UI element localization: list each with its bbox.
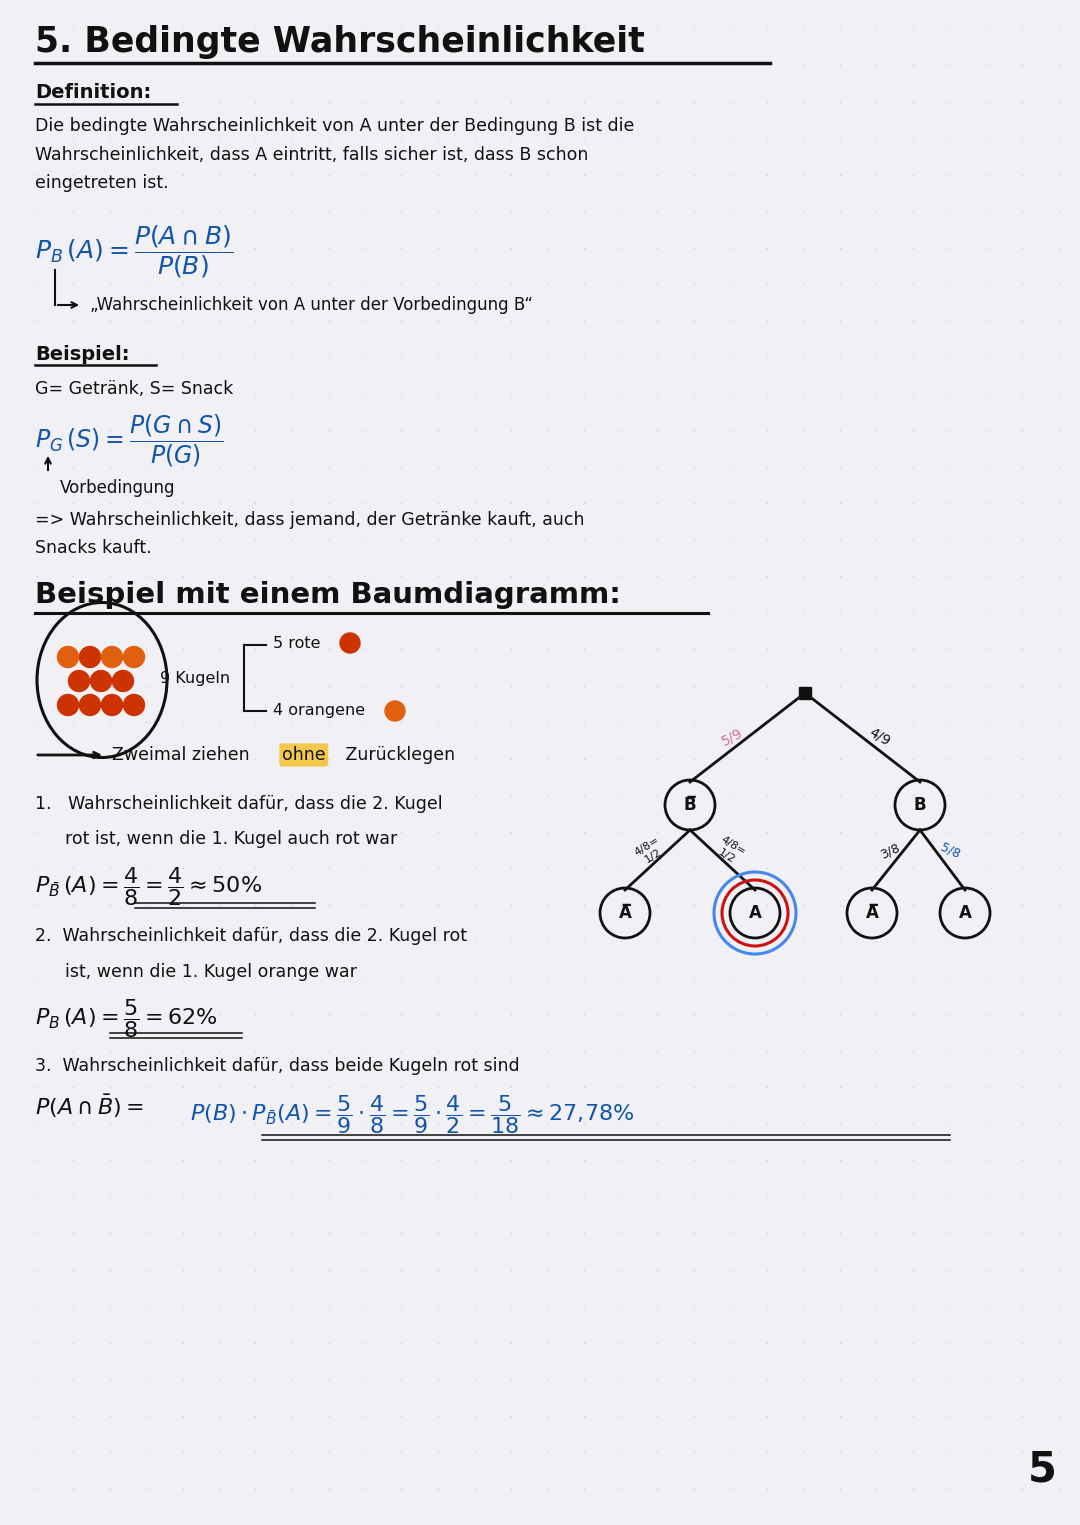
Text: Die bedingte Wahrscheinlichkeit von A unter der Bedingung B ist die
Wahrscheinli: Die bedingte Wahrscheinlichkeit von A un… bbox=[35, 117, 634, 192]
Text: 4/9: 4/9 bbox=[867, 726, 893, 749]
Text: A̅: A̅ bbox=[865, 904, 878, 923]
Text: 5. Bedingte Wahrscheinlichkeit: 5. Bedingte Wahrscheinlichkeit bbox=[35, 24, 645, 59]
Text: A̅: A̅ bbox=[619, 904, 632, 923]
Text: Zweimal ziehen: Zweimal ziehen bbox=[112, 746, 255, 764]
Circle shape bbox=[91, 671, 111, 691]
Text: 4/8=
1/2: 4/8= 1/2 bbox=[713, 834, 747, 868]
Circle shape bbox=[80, 694, 100, 715]
Text: 1.   Wahrscheinlichkeit dafür, dass die 2. Kugel: 1. Wahrscheinlichkeit dafür, dass die 2.… bbox=[35, 795, 443, 813]
Text: „Wahrscheinlichkeit von A unter der Vorbedingung B“: „Wahrscheinlichkeit von A unter der Vorb… bbox=[90, 296, 532, 314]
Text: $P_{\bar{B}}\,(A) = \dfrac{4}{8} = \dfrac{4}{2} \approx 50\%$: $P_{\bar{B}}\,(A) = \dfrac{4}{8} = \dfra… bbox=[35, 865, 262, 907]
Text: G= Getränk, S= Snack: G= Getränk, S= Snack bbox=[35, 380, 233, 398]
Text: Beispiel:: Beispiel: bbox=[35, 345, 130, 364]
Circle shape bbox=[80, 647, 100, 668]
Circle shape bbox=[384, 702, 405, 721]
Text: B: B bbox=[914, 796, 927, 814]
Text: $P(A \cap \bar{B}) = $: $P(A \cap \bar{B}) = $ bbox=[35, 1093, 144, 1121]
Text: Zurücklegen: Zurücklegen bbox=[340, 746, 455, 764]
Text: $P_B\,(A) = \dfrac{P(A \cap B)}{P(B)}$: $P_B\,(A) = \dfrac{P(A \cap B)}{P(B)}$ bbox=[35, 223, 233, 279]
Text: A: A bbox=[959, 904, 971, 923]
Text: Definition:: Definition: bbox=[35, 82, 151, 102]
Circle shape bbox=[102, 647, 122, 668]
Text: 3/8: 3/8 bbox=[878, 840, 902, 862]
Circle shape bbox=[57, 694, 79, 715]
Text: 5: 5 bbox=[1027, 1449, 1056, 1490]
Text: 2.  Wahrscheinlichkeit dafür, dass die 2. Kugel rot: 2. Wahrscheinlichkeit dafür, dass die 2.… bbox=[35, 927, 467, 946]
Text: ist, wenn die 1. Kugel orange war: ist, wenn die 1. Kugel orange war bbox=[65, 962, 356, 981]
Circle shape bbox=[102, 694, 122, 715]
Text: 5/9: 5/9 bbox=[719, 726, 745, 749]
Text: $P_G\,(S) = \dfrac{P(G \cap S)}{P(G)}$: $P_G\,(S) = \dfrac{P(G \cap S)}{P(G)}$ bbox=[35, 413, 224, 470]
Text: 4/8=
1/2: 4/8= 1/2 bbox=[633, 834, 667, 868]
Text: => Wahrscheinlichkeit, dass jemand, der Getränke kauft, auch
Snacks kauft.: => Wahrscheinlichkeit, dass jemand, der … bbox=[35, 511, 584, 557]
Circle shape bbox=[68, 671, 90, 691]
Circle shape bbox=[123, 694, 145, 715]
Text: 3.  Wahrscheinlichkeit dafür, dass beide Kugeln rot sind: 3. Wahrscheinlichkeit dafür, dass beide … bbox=[35, 1057, 519, 1075]
Text: rot ist, wenn die 1. Kugel auch rot war: rot ist, wenn die 1. Kugel auch rot war bbox=[65, 830, 397, 848]
Text: 5 rote: 5 rote bbox=[273, 636, 330, 651]
Circle shape bbox=[57, 647, 79, 668]
Text: A: A bbox=[748, 904, 761, 923]
Text: 9 Kugeln: 9 Kugeln bbox=[160, 671, 230, 686]
Text: $P(B) \cdot P_{\bar{B}}(A) = \dfrac{5}{9} \cdot \dfrac{4}{8} = \dfrac{5}{9} \cdo: $P(B) \cdot P_{\bar{B}}(A) = \dfrac{5}{9… bbox=[190, 1093, 634, 1136]
Circle shape bbox=[112, 671, 134, 691]
Text: Vorbedingung: Vorbedingung bbox=[60, 479, 175, 497]
Text: ohne: ohne bbox=[282, 746, 326, 764]
Text: $P_B\,(A) = \dfrac{5}{8} = 62\%$: $P_B\,(A) = \dfrac{5}{8} = 62\%$ bbox=[35, 997, 218, 1040]
Text: 5/8: 5/8 bbox=[939, 840, 962, 862]
Text: 4 orangene: 4 orangene bbox=[273, 703, 376, 718]
Text: B̅: B̅ bbox=[684, 796, 697, 814]
Circle shape bbox=[340, 633, 360, 653]
Circle shape bbox=[123, 647, 145, 668]
Text: Beispiel mit einem Baumdiagramm:: Beispiel mit einem Baumdiagramm: bbox=[35, 581, 621, 608]
